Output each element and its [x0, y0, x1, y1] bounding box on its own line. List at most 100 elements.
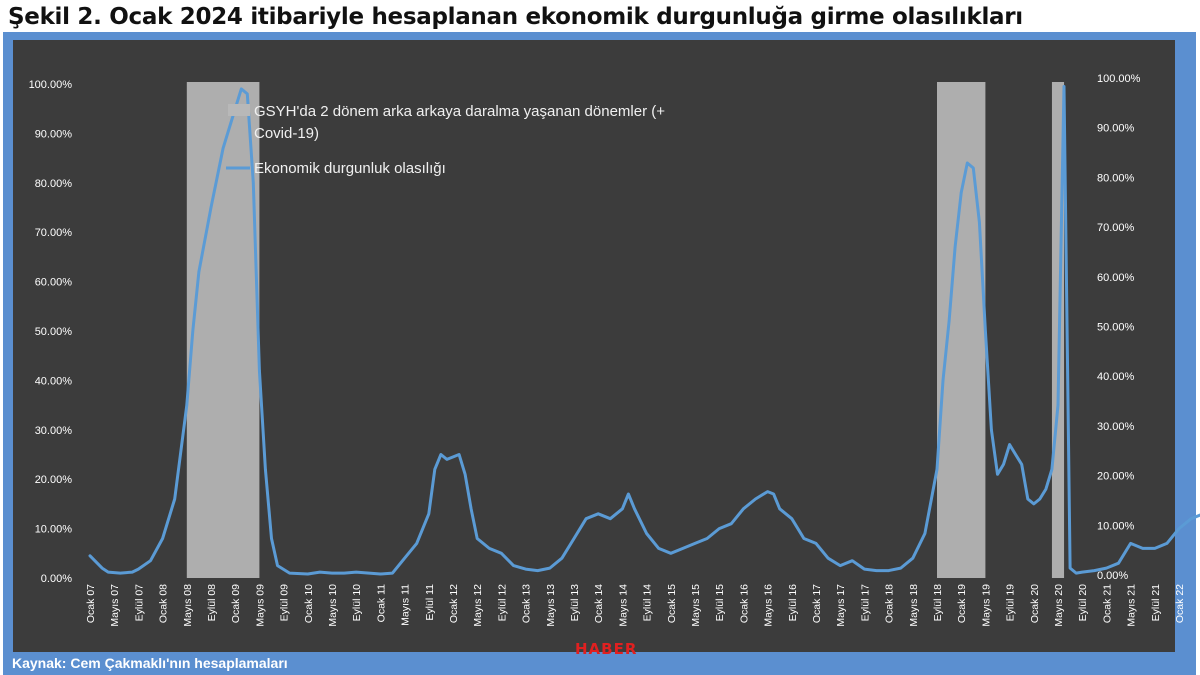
data-point-4	[131, 571, 134, 573]
data-point-13	[222, 147, 224, 150]
data-point-26	[343, 572, 345, 574]
data-point-30	[403, 557, 406, 560]
y-tick-right-6: 60.00%	[1097, 272, 1135, 284]
data-point-47	[573, 537, 575, 540]
data-point-77	[912, 557, 914, 560]
y-tick-right-7: 70.00%	[1097, 222, 1135, 234]
data-point-24	[319, 571, 321, 573]
y-tick-left-4: 40.00%	[35, 375, 73, 387]
x-tick-40: Mayıs 20	[1053, 584, 1065, 627]
page-title: Şekil 2. Ocak 2024 itibariyle hesaplanan…	[8, 4, 1023, 30]
data-point-20	[270, 537, 273, 540]
data-point-31	[415, 542, 418, 545]
x-tick-41: Eylül 20	[1077, 584, 1089, 622]
data-point-12	[210, 206, 212, 209]
data-point-18	[258, 369, 261, 372]
x-tick-13: Mayıs 11	[400, 584, 412, 626]
data-point-100	[1063, 85, 1065, 88]
x-tick-28: Mayıs 16	[763, 584, 775, 627]
data-point-94	[1026, 498, 1029, 500]
x-tick-35: Eylül 18	[932, 584, 944, 622]
data-point-21	[276, 564, 279, 567]
x-tick-20: Eylül 13	[569, 584, 581, 622]
y-tick-right-1: 10.00%	[1097, 520, 1135, 532]
y-tick-right-2: 20.00%	[1097, 471, 1135, 483]
data-point-32	[428, 512, 430, 515]
data-point-104	[1093, 569, 1096, 572]
x-tick-24: Ocak 15	[666, 584, 678, 623]
data-point-22	[288, 572, 291, 574]
x-tick-43: Mayıs 21	[1126, 584, 1138, 627]
data-point-37	[464, 473, 466, 476]
data-point-6	[149, 559, 152, 562]
source-note: Kaynak: Cem Çakmaklı'nın hesaplamaları	[12, 655, 288, 671]
y-tick-left-9: 90.00%	[35, 128, 73, 140]
x-tick-44: Eylül 21	[1150, 584, 1162, 622]
y-tick-right-3: 30.00%	[1097, 421, 1135, 433]
y-tick-right-4: 40.00%	[1097, 371, 1135, 383]
x-tick-38: Eylül 19	[1005, 584, 1017, 622]
data-point-106	[1117, 562, 1120, 564]
data-point-3	[119, 572, 122, 574]
shaded-period-1	[186, 82, 260, 578]
x-tick-4: Mayıs 08	[182, 584, 194, 627]
x-tick-31: Mayıs 17	[835, 584, 847, 627]
x-tick-29: Eylül 16	[787, 584, 799, 622]
data-point-2	[107, 571, 109, 573]
data-point-65	[772, 493, 775, 495]
data-point-87	[984, 330, 987, 332]
data-point-33	[434, 468, 436, 471]
data-point-10	[192, 330, 194, 332]
x-tick-19: Mayıs 13	[545, 584, 557, 627]
data-point-9	[186, 404, 188, 406]
data-point-80	[942, 379, 944, 382]
x-tick-46: Mayıs 22	[1198, 584, 1200, 627]
data-point-69	[815, 542, 817, 545]
data-point-93	[1020, 463, 1023, 466]
data-point-45	[549, 567, 551, 569]
data-point-41	[500, 552, 503, 555]
x-tick-21: Ocak 14	[593, 584, 605, 623]
data-point-36	[458, 453, 460, 456]
data-point-15	[240, 88, 243, 90]
data-point-57	[682, 547, 684, 550]
data-point-44	[536, 569, 539, 572]
data-point-34	[440, 453, 442, 456]
y-tick-right-9: 90.00%	[1097, 123, 1135, 135]
data-point-107	[1129, 542, 1132, 545]
data-point-109	[1154, 547, 1156, 550]
data-point-52	[627, 493, 630, 495]
data-point-40	[488, 547, 491, 550]
legend-shade-swatch	[228, 104, 250, 116]
data-point-54	[645, 532, 648, 535]
x-tick-8: Eylül 09	[279, 584, 291, 622]
x-tick-22: Mayıs 14	[617, 584, 629, 627]
x-tick-16: Mayıs 12	[472, 584, 484, 627]
x-tick-6: Ocak 09	[230, 584, 242, 623]
data-point-74	[875, 569, 878, 572]
x-tick-9: Ocak 10	[303, 584, 315, 623]
data-point-73	[863, 568, 866, 570]
data-point-66	[778, 508, 781, 510]
data-point-101	[1069, 567, 1071, 569]
x-tick-33: Ocak 18	[884, 584, 896, 623]
data-point-79	[936, 468, 938, 471]
data-point-88	[990, 429, 993, 431]
data-point-97	[1045, 488, 1047, 490]
data-point-16	[246, 93, 249, 95]
data-point-68	[803, 537, 805, 540]
data-point-83	[960, 191, 962, 194]
y-tick-left-1: 10.00%	[35, 524, 73, 536]
x-tick-10: Mayıs 10	[327, 584, 339, 627]
data-point-67	[791, 517, 793, 520]
data-point-85	[972, 167, 975, 169]
y-tick-left-10: 100.00%	[29, 79, 73, 91]
data-point-48	[585, 517, 587, 520]
data-point-63	[754, 498, 757, 500]
data-point-108	[1141, 547, 1144, 550]
data-point-35	[446, 458, 448, 461]
data-point-7	[161, 537, 164, 540]
data-point-53	[633, 508, 636, 510]
data-point-76	[899, 567, 902, 569]
